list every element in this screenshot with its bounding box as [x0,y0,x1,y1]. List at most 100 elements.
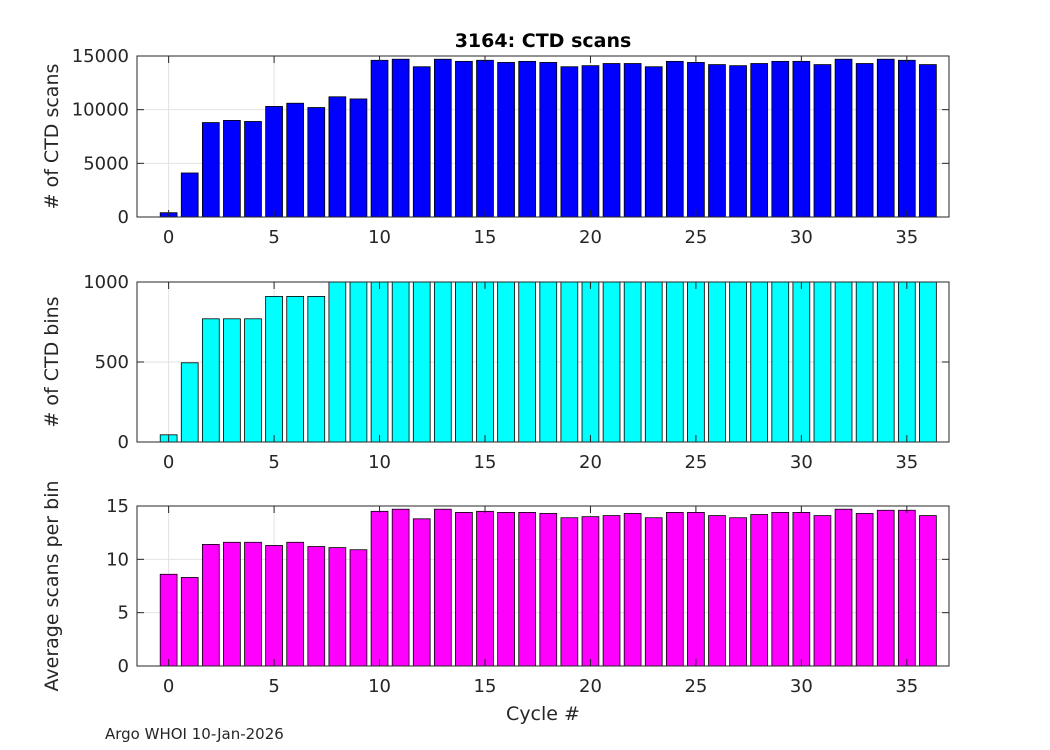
chart-panel-2: 0 5 10 15 20 25 30 35 0 500 1000 # of CTD bins [41,272,950,473]
bar [834,508,853,667]
bar [623,63,642,218]
bar [644,66,663,218]
x-tick-label: 5 [268,452,279,473]
bar [687,281,705,443]
bar [476,281,494,443]
bar [223,318,241,443]
bar [687,62,705,218]
bar [265,106,283,218]
bar [644,517,663,667]
bar [328,547,347,667]
bar [813,64,832,218]
bar [919,515,937,667]
bar [750,514,769,667]
bar [876,58,895,218]
bar [560,66,579,218]
chart-title: 3164: CTD scans [455,30,632,52]
axes-box [136,505,950,667]
bar [412,518,431,667]
x-tick-label: 0 [163,676,174,697]
bar [307,546,326,667]
bar [771,281,790,443]
x-tick-label: 15 [474,227,497,248]
x-tick-label: 15 [474,676,497,697]
bar [581,516,600,667]
footer-text: Argo WHOI 10-Jan-2026 [105,725,284,743]
x-tick-label: 5 [268,227,279,248]
bar [792,512,811,667]
y-axis-label: # of CTD bins [41,296,63,427]
bar [265,545,283,667]
axes-box [136,55,950,218]
x-tick-label: 20 [579,227,602,248]
x-tick-label: 0 [163,452,174,473]
bar [665,281,684,443]
y-tick-label: 500 [95,352,129,373]
bar [391,508,410,667]
bar [286,541,305,667]
bar [497,512,515,667]
bar [328,281,347,443]
x-tick-label: 30 [790,452,813,473]
bar [771,512,790,667]
bar [180,362,199,443]
bar [349,98,368,218]
bar [708,281,726,443]
bar [708,64,726,218]
x-tick-label: 10 [368,452,391,473]
x-tick-label: 25 [684,676,707,697]
bar [201,318,220,443]
bar [665,512,684,667]
bar [708,515,726,667]
bar [433,58,452,218]
x-axis-label: Cycle # [506,703,580,725]
bar [180,577,199,667]
bar [602,281,621,443]
bar [244,121,262,218]
bar [750,281,769,443]
bar [644,281,663,443]
bar [897,59,916,218]
y-tick-label: 5 [118,603,129,624]
bar [476,510,494,667]
bar [876,509,895,667]
bar [370,510,389,667]
bar [391,281,410,443]
bar [518,512,537,667]
bar [729,65,747,218]
bar [539,513,558,667]
bar [729,517,747,667]
x-tick-label: 35 [895,452,918,473]
x-tick-label: 30 [790,676,813,697]
x-tick-label: 25 [684,452,707,473]
bar [919,64,937,218]
y-axis-label: # of CTD scans [41,64,63,210]
bar [855,63,874,218]
x-tick-label: 10 [368,227,391,248]
y-tick-label: 10 [106,549,129,570]
bar [223,120,241,218]
y-tick-label: 0 [118,656,129,677]
bar [223,541,241,667]
y-tick-label: 1000 [83,272,129,293]
bar [729,281,747,443]
bar [476,59,494,218]
bar [897,509,916,667]
x-tick-label: 35 [895,227,918,248]
bar [687,512,705,667]
x-tick-label: 10 [368,676,391,697]
chart-panel-3: 0 5 10 15 20 25 30 35 0 5 10 15 Average scans per bi… [41,480,950,725]
chart-panel-1: 0 5 10 15 20 25 30 35 0 5000 10000 15000 # of CTD sc… [41,30,950,248]
bar [497,281,515,443]
bar [349,281,368,443]
bar [518,60,537,218]
bar [919,281,937,443]
bar [581,65,600,218]
bar [307,295,326,443]
bar [602,515,621,667]
bar [159,573,178,667]
bar [455,281,473,443]
y-axis-label: Average scans per bin [41,480,63,691]
bar [834,58,853,218]
